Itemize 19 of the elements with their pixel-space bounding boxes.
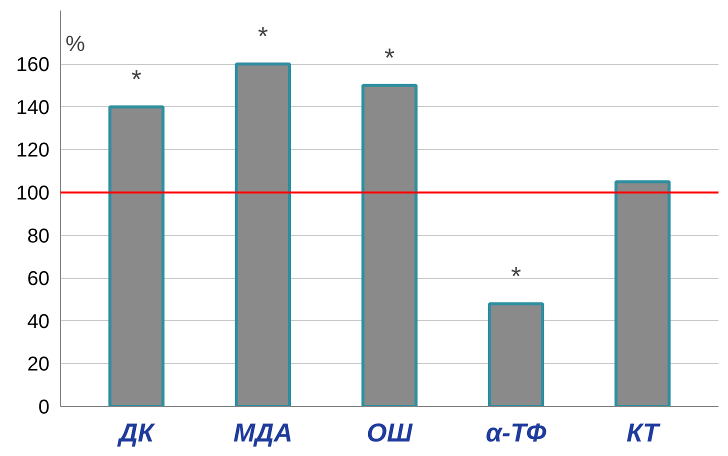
y-tick-label: 160 (16, 54, 50, 76)
y-tick-label: 120 (16, 140, 50, 162)
data-label: * (384, 42, 395, 72)
x-tick-label: α-ТФ (486, 418, 548, 448)
y-tick-label: 40 (27, 310, 50, 333)
y-tick-label: 60 (27, 268, 50, 290)
y-axis-title: % (66, 31, 86, 56)
y-tick-label: 100 (16, 182, 50, 204)
y-tick-label: 0 (38, 396, 50, 418)
data-label: * (258, 21, 268, 52)
y-tick-label: 80 (27, 225, 50, 248)
x-tick-label: ДК (117, 418, 156, 448)
x-tick-label: МДА (233, 418, 293, 448)
x-tick-label: ОШ (366, 418, 413, 448)
data-label: * (131, 64, 142, 94)
x-tick-label: КТ (626, 418, 661, 448)
y-tick-label: 140 (16, 96, 50, 119)
data-label: * (510, 260, 522, 291)
y-tick-label: 20 (27, 354, 50, 376)
